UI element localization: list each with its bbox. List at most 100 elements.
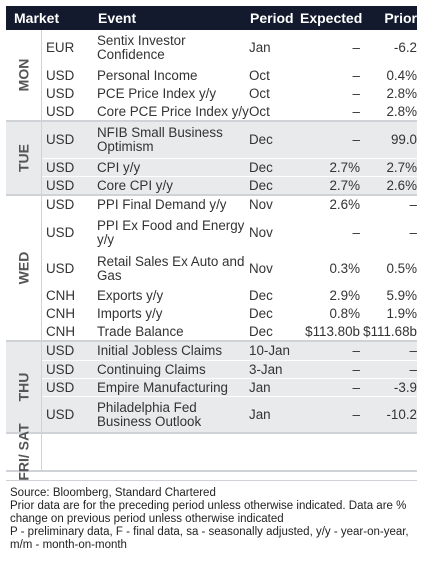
day-group: WED USD PPI Final Demand y/y Nov 2.6% – USD PPI… bbox=[6, 196, 417, 342]
market-cell: USD bbox=[46, 159, 75, 175]
footnote-divider bbox=[6, 480, 417, 481]
header-period: Period bbox=[250, 10, 294, 26]
day-label: FRI/ SAT bbox=[15, 423, 32, 481]
period-cell: Dec bbox=[249, 177, 273, 193]
day-group: MON EUR Sentix Investor Confidence Jan – -6.2… bbox=[6, 30, 417, 122]
prior-cell: 2.8% bbox=[386, 103, 417, 119]
event-cell: Continuing Claims bbox=[97, 361, 206, 377]
prior-cell: -6.2 bbox=[393, 40, 417, 55]
period-cell: Nov bbox=[249, 224, 273, 240]
table-row: USD PPI Ex Food and Energy y/y Nov – – bbox=[42, 214, 417, 250]
period-cell: 10-Jan bbox=[249, 343, 290, 358]
market-cell: EUR bbox=[46, 40, 75, 55]
market-cell: USD bbox=[46, 132, 75, 147]
expected-cell: – bbox=[352, 379, 360, 395]
prior-data-note: Prior data are for the preceding period … bbox=[10, 500, 407, 525]
prior-cell: 0.5% bbox=[386, 260, 417, 276]
expected-cell: 2.6% bbox=[329, 197, 360, 212]
event-cell: Exports y/y bbox=[97, 287, 164, 303]
event-cell: PPI Ex Food and Energy y/y bbox=[97, 217, 245, 247]
market-cell: CNH bbox=[46, 323, 76, 339]
source-note: Source: Bloomberg, Standard Chartered bbox=[10, 487, 216, 499]
table-row: USD Empire Manufacturing Jan – -3.9 bbox=[42, 378, 417, 396]
event-cell: NFIB Small Business Optimism bbox=[97, 125, 223, 154]
period-cell: Dec bbox=[249, 132, 273, 147]
day-label: WED bbox=[15, 251, 32, 285]
calendar-body: MON EUR Sentix Investor Confidence Jan – -6.2… bbox=[6, 30, 436, 481]
expected-cell: 0.3% bbox=[329, 260, 360, 276]
market-cell: USD bbox=[46, 260, 75, 276]
expected-cell: – bbox=[352, 40, 360, 55]
market-cell: USD bbox=[46, 177, 75, 193]
day-group: TUE USD NFIB Small Business Optimism Dec – 99… bbox=[6, 122, 417, 196]
period-cell: Jan bbox=[249, 406, 271, 422]
header-prior: Prior bbox=[384, 10, 417, 26]
day-label-cell: TUE bbox=[6, 122, 42, 194]
table-row: CNH Trade Balance Dec $113.80b $111.68b bbox=[42, 322, 417, 340]
day-label-cell: WED bbox=[6, 196, 42, 340]
table-row: USD Philadelphia Fed Business Outlook Jan –… bbox=[42, 396, 417, 432]
market-cell: USD bbox=[46, 343, 75, 358]
expected-cell: 0.8% bbox=[329, 305, 360, 321]
event-cell: Initial Jobless Claims bbox=[97, 343, 223, 358]
event-cell: Core PCE Price Index y/y bbox=[97, 103, 249, 119]
event-cell: PCE Price Index y/y bbox=[97, 85, 217, 101]
prior-cell: – bbox=[409, 197, 417, 212]
table-row: USD Core CPI y/y Dec 2.7% 2.6% bbox=[42, 176, 417, 194]
period-cell: Dec bbox=[249, 323, 273, 339]
event-cell: CPI y/y bbox=[97, 159, 141, 175]
market-cell: USD bbox=[46, 85, 75, 101]
expected-cell: 2.9% bbox=[329, 287, 360, 303]
day-group: THU USD Initial Jobless Claims 10-Jan – – USD C… bbox=[6, 342, 417, 434]
prior-cell: 0.4% bbox=[386, 67, 417, 83]
day-group: FRI/ SAT bbox=[6, 423, 417, 481]
market-cell: USD bbox=[46, 103, 75, 119]
market-cell: USD bbox=[46, 197, 75, 212]
expected-cell: – bbox=[352, 85, 360, 101]
prior-cell: $111.68b bbox=[363, 323, 417, 339]
table-row: EUR Sentix Investor Confidence Jan – -6.2 bbox=[42, 30, 417, 66]
table-row: USD Continuing Claims 3-Jan – – bbox=[42, 360, 417, 378]
event-cell: Philadelphia Fed Business Outlook bbox=[97, 399, 202, 429]
prior-cell: – bbox=[409, 343, 417, 358]
market-cell: USD bbox=[46, 361, 75, 377]
event-cell: Sentix Investor Confidence bbox=[97, 33, 186, 62]
period-cell: Dec bbox=[249, 287, 273, 303]
table-row: USD NFIB Small Business Optimism Dec – 99.0 bbox=[42, 122, 417, 158]
event-cell: Empire Manufacturing bbox=[97, 379, 228, 395]
expected-cell: – bbox=[352, 67, 360, 83]
table-row: USD Initial Jobless Claims 10-Jan – – bbox=[42, 342, 417, 360]
prior-cell: 2.8% bbox=[386, 85, 417, 101]
expected-cell: – bbox=[352, 361, 360, 377]
day-label-cell: MON bbox=[6, 30, 42, 120]
expected-cell: – bbox=[352, 406, 360, 422]
table-row: USD CPI y/y Dec 2.7% 2.7% bbox=[42, 158, 417, 176]
header-expected: Expected bbox=[300, 10, 363, 26]
market-cell: USD bbox=[46, 67, 75, 83]
footnotes: Source: Bloomberg, Standard Chartered Pr… bbox=[6, 480, 426, 552]
day-label-cell: THU bbox=[6, 342, 42, 432]
market-cell: USD bbox=[46, 224, 75, 240]
prior-cell: 2.7% bbox=[386, 159, 417, 175]
expected-cell: – bbox=[352, 224, 360, 240]
abbreviations-note: P - preliminary data, F - final data, sa… bbox=[10, 526, 409, 551]
market-cell: CNH bbox=[46, 287, 76, 303]
period-cell: Nov bbox=[249, 197, 273, 212]
event-cell: Imports y/y bbox=[97, 305, 163, 321]
table-row: USD PCE Price Index y/y Oct – 2.8% bbox=[42, 84, 417, 102]
economic-calendar: Market Event Period Expected Prior MON EU… bbox=[6, 6, 436, 552]
market-cell: USD bbox=[46, 406, 75, 422]
market-cell: USD bbox=[46, 379, 75, 395]
table-row: USD Retail Sales Ex Auto and Gas Nov 0.3% 0.… bbox=[42, 250, 417, 286]
prior-cell: 99.0 bbox=[390, 132, 417, 147]
expected-cell: – bbox=[352, 343, 360, 358]
prior-cell: 1.9% bbox=[386, 305, 417, 321]
event-cell: Trade Balance bbox=[97, 323, 184, 339]
event-cell: PPI Final Demand y/y bbox=[97, 197, 227, 212]
period-cell: Oct bbox=[249, 67, 270, 83]
prior-cell: -10.2 bbox=[386, 406, 417, 422]
table-row bbox=[42, 434, 417, 470]
day-label: TUE bbox=[15, 144, 32, 172]
period-cell: Dec bbox=[249, 159, 273, 175]
expected-cell: – bbox=[352, 132, 360, 147]
